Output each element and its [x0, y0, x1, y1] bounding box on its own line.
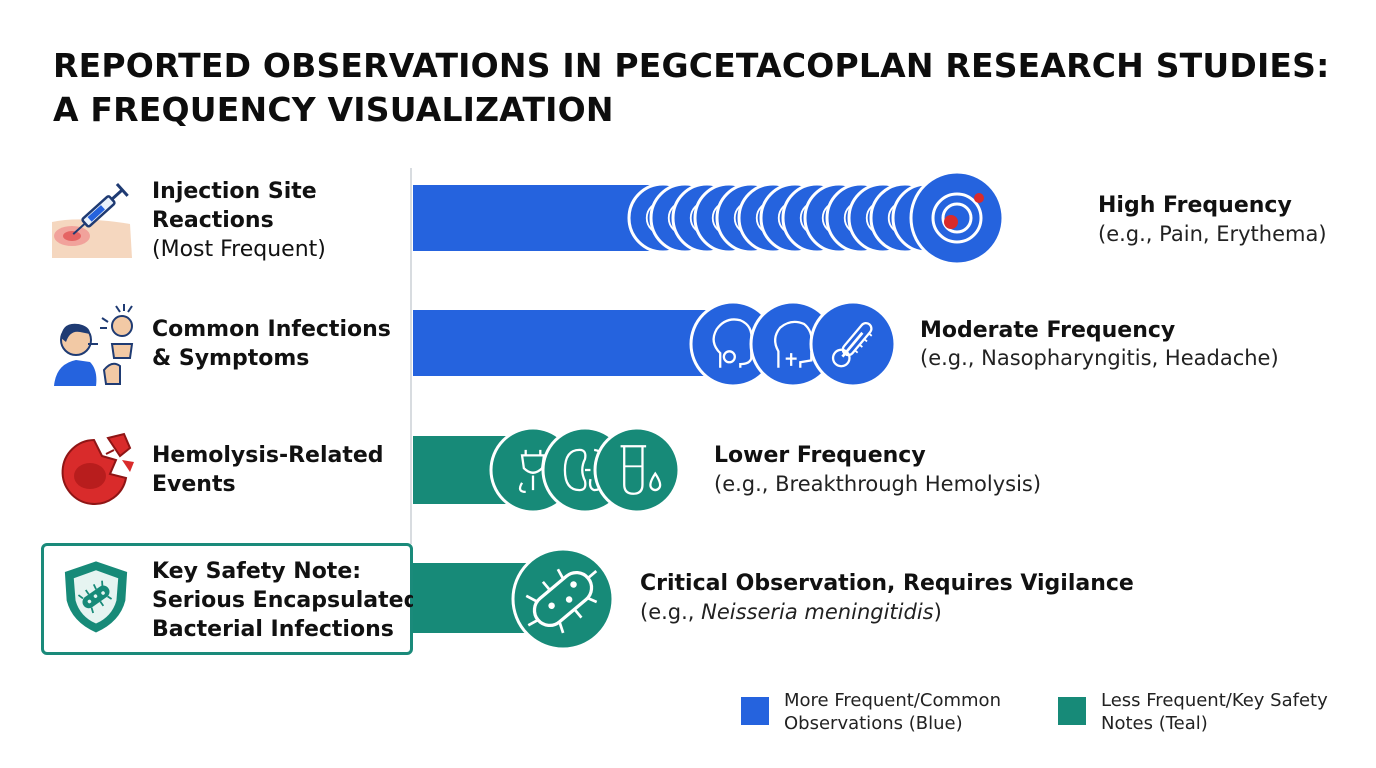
pathogen-name: Neisseria meningitidis: [701, 600, 934, 624]
coughing-person-icon: [54, 304, 134, 386]
category-label-hemolysis: Hemolysis-Related Events: [152, 443, 384, 497]
legend-swatch-blue: [741, 697, 769, 725]
bacterium-icon: [511, 547, 615, 651]
bar-injection-site: [413, 170, 1005, 266]
annotation-sub-lower: (e.g., Breakthrough Hemolysis): [714, 472, 1042, 496]
chart-title: REPORTED OBSERVATIONS IN PEGCETACOPLAN R…: [53, 44, 1333, 132]
annotation-title-moderate: Moderate Frequency: [920, 318, 1176, 343]
bar-fill: [413, 185, 663, 251]
broken-blood-cell-icon: [61, 432, 134, 505]
injection-site-target-icon: [909, 170, 1005, 266]
injection-icon: [52, 182, 132, 258]
annotation-sub-high: (e.g., Pain, Erythema): [1098, 222, 1327, 246]
legend-swatch-teal: [1058, 697, 1086, 725]
chart-title-line-2: A FREQUENCY VISUALIZATION: [53, 90, 614, 129]
annotation-title-lower: Lower Frequency: [714, 443, 926, 468]
legend-label-teal: Less Frequent/Key Safety Notes (Teal): [1101, 690, 1328, 734]
category-label-injection-site: Injection Site Reactions (Most Frequent): [152, 179, 326, 262]
annotation-title-high: High Frequency: [1098, 193, 1292, 218]
thermometer-icon: [809, 300, 897, 388]
bar-key-safety: [413, 547, 615, 651]
chart-title-line-1: REPORTED OBSERVATIONS IN PEGCETACOPLAN R…: [53, 46, 1330, 85]
bar-fill: [413, 310, 733, 376]
bar-hemolysis: [413, 426, 681, 514]
category-label-common-infections: Common Infections & Symptoms: [152, 317, 391, 371]
legend-label-blue: More Frequent/Common Observations (Blue): [784, 690, 1001, 734]
bar-common-infections: [413, 300, 897, 388]
head-profile-icon: [689, 300, 777, 388]
annotation-sub-critical: (e.g., Neisseria meningitidis): [640, 600, 942, 624]
test-tube-drop-icon: [593, 426, 681, 514]
shield-bacteria-icon: [64, 561, 128, 633]
annotation-title-critical: Critical Observation, Requires Vigilance: [640, 571, 1134, 596]
annotation-sub-moderate: (e.g., Nasopharyngitis, Headache): [920, 346, 1279, 370]
category-divider: [410, 168, 412, 544]
category-label-key-safety: Key Safety Note: Serious Encapsulated Ba…: [152, 559, 420, 642]
